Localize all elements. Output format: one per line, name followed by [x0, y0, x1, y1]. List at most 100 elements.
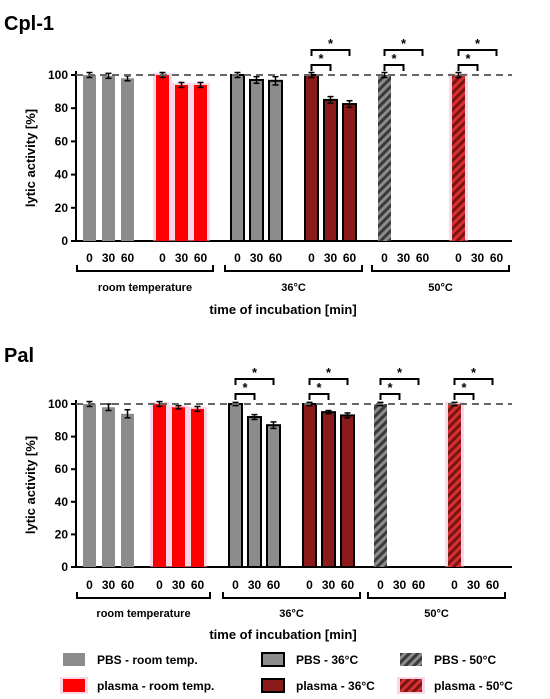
bar: [249, 78, 264, 243]
x-tick-label: 0: [455, 251, 462, 265]
legend-label: PBS - 50°C: [434, 653, 496, 667]
bar: [342, 103, 357, 242]
x-tick-label: 60: [191, 578, 205, 592]
legend: PBS - room temp. PBS - 36°C PBS - 50°C plas…: [60, 652, 513, 694]
x-tick-label: 0: [232, 578, 239, 592]
x-axis-label: time of incubation [min]: [209, 627, 356, 642]
significance-bracket: [308, 393, 330, 400]
significance-label: *: [242, 380, 248, 395]
legend-label: plasma - 50°C: [434, 679, 513, 693]
bar: [378, 75, 391, 241]
significance-label: *: [326, 365, 332, 380]
y-axis-label: lytic activity [%]: [23, 109, 38, 207]
bar: [102, 407, 115, 567]
group-label: room temperature: [96, 608, 190, 620]
x-tick-label: 30: [324, 251, 338, 265]
y-axis-label: lytic activity [%]: [23, 436, 38, 534]
x-tick-label: 30: [393, 578, 407, 592]
significance-label: *: [461, 380, 467, 395]
group-bracket: [371, 265, 510, 272]
bar: [172, 407, 185, 567]
x-tick-label: 30: [248, 578, 262, 592]
legend-label: PBS - 36°C: [296, 653, 358, 667]
y-tick-label: 40: [55, 168, 69, 182]
x-tick-label: 30: [322, 578, 336, 592]
x-tick-label: 0: [86, 578, 93, 592]
significance-label: *: [387, 380, 393, 395]
significance-bracket: [453, 393, 475, 400]
x-tick-label: 60: [341, 578, 355, 592]
x-tick-label: 30: [467, 578, 481, 592]
legend-item: PBS - room temp.: [63, 653, 198, 667]
significance-bracket: [383, 49, 424, 56]
x-tick-label: 30: [102, 251, 116, 265]
group-label: room temperature: [98, 282, 192, 294]
significance-bracket: [457, 64, 479, 71]
x-tick-label: 0: [306, 578, 313, 592]
bar: [304, 74, 319, 242]
x-tick-label: 30: [471, 251, 485, 265]
bar: [228, 403, 243, 568]
x-axis-label: time of incubation [min]: [209, 302, 356, 317]
y-tick-label: 20: [55, 527, 69, 541]
group-bracket: [76, 265, 214, 272]
legend-label: plasma - room temp.: [97, 679, 214, 693]
y-tick-label: 20: [55, 201, 69, 215]
y-tick-label: 60: [55, 134, 69, 148]
x-tick-label: 60: [412, 578, 426, 592]
significance-label: *: [318, 51, 324, 66]
group-label: 50°C: [424, 608, 449, 620]
x-tick-label: 0: [234, 251, 241, 265]
chart-panels: Cpl-1 lytic activity [%] 0 20 40 60 80 100 0 30 60…: [4, 13, 512, 642]
bar: [121, 78, 134, 241]
significance-bracket: [234, 393, 256, 400]
significance-bracket: [234, 378, 275, 385]
significance-label: *: [397, 365, 403, 380]
group-label: 50°C: [428, 282, 453, 294]
legend-swatch: [63, 653, 85, 666]
legend-item: plasma - 50°C: [397, 677, 513, 694]
significance-bracket: [453, 378, 494, 385]
legend-item: PBS - 50°C: [400, 653, 496, 667]
legend-swatch: [400, 653, 422, 666]
significance-label: *: [391, 51, 397, 66]
bar: [323, 98, 338, 243]
group-bracket: [367, 592, 506, 599]
group-bracket: [76, 592, 211, 599]
y-tick-label: 100: [48, 397, 68, 411]
significance-label: *: [471, 365, 477, 380]
x-tick-label: 30: [102, 578, 116, 592]
legend-swatch: [63, 679, 85, 692]
legend-label: plasma - 36°C: [296, 679, 375, 693]
panel-cpl-1: Cpl-1 lytic activity [%] 0 20 40 60 80 100 0 30 60…: [4, 13, 512, 317]
bar: [374, 404, 387, 567]
legend-label: PBS - room temp.: [97, 653, 198, 667]
group-label: 36°C: [281, 282, 306, 294]
bar: [247, 416, 262, 569]
x-tick-label: 0: [381, 251, 388, 265]
x-tick-label: 0: [377, 578, 384, 592]
bar: [448, 404, 461, 567]
bar: [83, 75, 96, 241]
bar: [153, 404, 166, 567]
group-bracket: [224, 265, 363, 272]
significance-label: *: [475, 36, 481, 51]
x-tick-label: 60: [343, 251, 357, 265]
bar: [452, 75, 465, 241]
legend-item: plasma - 36°C: [261, 678, 375, 693]
x-tick-label: 60: [121, 251, 135, 265]
bar: [268, 79, 283, 242]
x-tick-label: 30: [175, 251, 189, 265]
legend-swatch: [400, 679, 422, 692]
y-tick-label: 80: [55, 101, 69, 115]
significance-bracket: [310, 49, 351, 56]
x-tick-label: 0: [308, 251, 315, 265]
significance-label: *: [401, 36, 407, 51]
bar: [340, 414, 355, 568]
bar: [156, 75, 169, 241]
bar: [321, 411, 336, 568]
chart-title: Pal: [4, 345, 34, 367]
x-tick-label: 60: [269, 251, 283, 265]
bar: [102, 75, 115, 241]
